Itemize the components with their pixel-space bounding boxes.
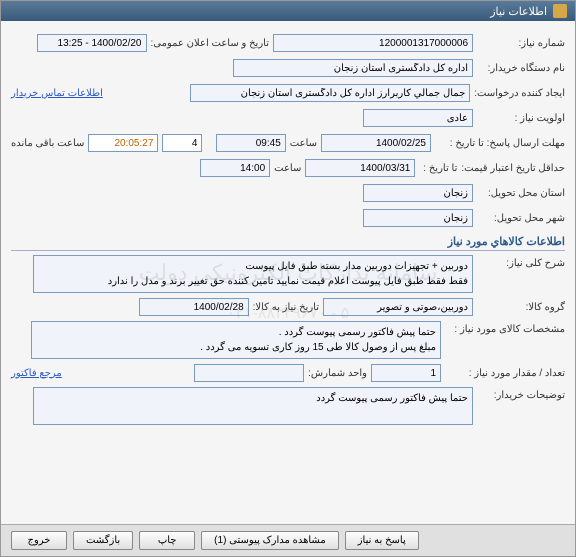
- textarea-sharh: [33, 255, 473, 293]
- input-shahr: [363, 209, 473, 227]
- btn-moshahede[interactable]: مشاهده مدارک پیوستی (1): [201, 531, 339, 550]
- btn-chap[interactable]: چاپ: [139, 531, 195, 550]
- window-title: اطلاعات نیاز: [490, 5, 547, 18]
- label-tedad: تعداد / مقدار مورد نیاز :: [445, 368, 565, 379]
- label-shomare: شماره نیاز:: [477, 38, 565, 49]
- label-sharh: شرح کلی نیاز:: [477, 255, 565, 269]
- input-mohlat-saat: [216, 134, 286, 152]
- input-baghi-rooz: [162, 134, 202, 152]
- input-mohlat-tarikh: [321, 134, 431, 152]
- label-vahed: واحد شمارش:: [308, 368, 367, 379]
- input-olaviat: [363, 109, 473, 127]
- label-tarikh-elan: تاریخ و ساعت اعلان عمومی:: [151, 38, 270, 49]
- label-tarikh-niaz: تاریخ نیاز به کالا:: [253, 302, 319, 313]
- input-goroh: [323, 298, 473, 316]
- link-marja-faktor[interactable]: مرجع فاکتور: [11, 368, 62, 379]
- label-baghi: ساعت باقی مانده: [11, 138, 84, 149]
- label-ijad: ایجاد کننده درخواست:: [474, 88, 565, 99]
- app-icon: [553, 4, 567, 18]
- btn-pasokh[interactable]: پاسخ به نیاز: [345, 531, 419, 550]
- input-hadaghal-tarikh: [305, 159, 415, 177]
- label-mohlat: مهلت ارسال پاسخ: تا تاریخ :: [435, 138, 565, 149]
- input-ostan: [363, 184, 473, 202]
- input-tarikh-elan: [37, 34, 147, 52]
- label-olaviat: اولویت نیاز :: [477, 113, 565, 124]
- label-moshakhassat: مشخصات کالای مورد نیاز :: [445, 321, 565, 335]
- main-window: اطلاعات نیاز سامانه تدارکات الکترونیکی د…: [0, 0, 576, 557]
- btn-bazgasht[interactable]: بازگشت: [73, 531, 133, 550]
- label-hadaghal: حداقل تاریخ اعتبار قیمت:: [461, 163, 565, 174]
- textarea-moshakhassat: [31, 321, 441, 359]
- input-ijad: [190, 84, 470, 102]
- label-saat-2: ساعت: [274, 163, 301, 174]
- label-ostan: استان محل تحویل:: [477, 188, 565, 199]
- label-ta-tarikh: تا تاریخ :: [419, 163, 457, 174]
- textarea-tozihaat: [33, 387, 473, 425]
- input-vahed: [194, 364, 304, 382]
- input-hadaghal-saat: [200, 159, 270, 177]
- section-title-kala: اطلاعات کالاهاي مورد نياز: [11, 235, 565, 251]
- input-nam-dastgah: [233, 59, 473, 77]
- label-saat-1: ساعت: [290, 138, 317, 149]
- btn-khoroj[interactable]: خروج: [11, 531, 67, 550]
- label-shahr: شهر محل تحویل:: [477, 213, 565, 224]
- label-goroh: گروه کالا:: [477, 302, 565, 313]
- input-tedad: [371, 364, 441, 382]
- titlebar: اطلاعات نیاز: [1, 1, 575, 21]
- label-tozihaat: توضیحات خریدار:: [477, 387, 565, 401]
- content-area: سامانه تدارکات الکترونیکی دولت ۰۲۱-۸۸۳۴۹…: [1, 21, 575, 524]
- input-tarikh-niaz: [139, 298, 249, 316]
- bottom-toolbar: پاسخ به نیاز مشاهده مدارک پیوستی (1) چاپ…: [1, 524, 575, 556]
- input-shomare: [273, 34, 473, 52]
- input-baghi-saat: [88, 134, 158, 152]
- label-nam-dastgah: نام دستگاه خریدار:: [477, 63, 565, 74]
- link-tamas-kharidar[interactable]: اطلاعات تماس خریدار: [11, 88, 103, 99]
